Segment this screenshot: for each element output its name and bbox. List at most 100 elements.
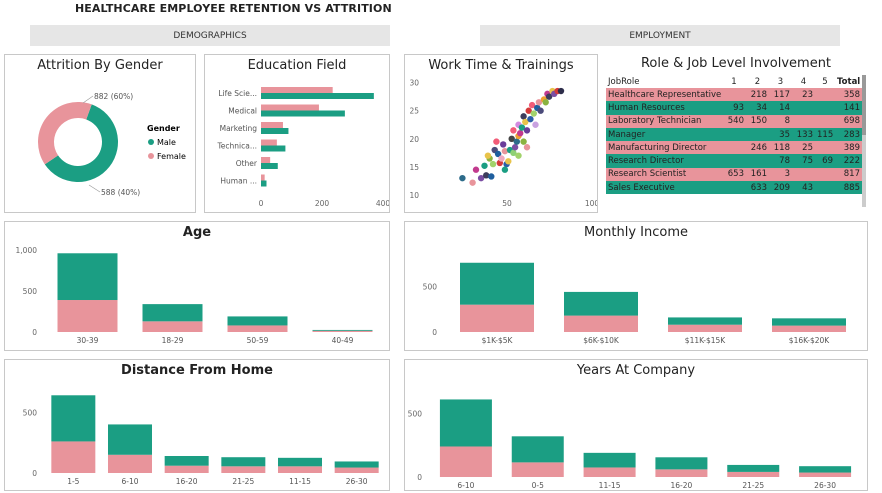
bar-segment-female[interactable]: [227, 325, 288, 332]
bar-segment-female[interactable]: [334, 467, 379, 473]
bar-segment-female[interactable]: [460, 304, 534, 332]
scatter-point[interactable]: [501, 147, 509, 155]
bar-segment-male[interactable]: [51, 395, 96, 442]
bar-segment-male[interactable]: [439, 399, 492, 447]
education-card[interactable]: Education Field Life Scie... Medical Marke…: [204, 54, 390, 213]
scatter-point[interactable]: [493, 138, 500, 145]
scatter-point[interactable]: [505, 158, 512, 165]
col-jobrole[interactable]: JobRole: [608, 76, 640, 87]
scatter-point[interactable]: [517, 129, 524, 137]
distance-chart[interactable]: 500 0 1-5 6-10 16-20 21-25 11-15 26-30: [5, 360, 390, 491]
scatter-point[interactable]: [545, 93, 553, 100]
distance-card[interactable]: Distance From Home 500 0 1-5 6-10 16-20 21-25…: [4, 359, 390, 491]
col-level-5[interactable]: 5: [822, 76, 828, 87]
col-level-1[interactable]: 1: [731, 76, 737, 87]
bar-segment-male[interactable]: [312, 329, 373, 331]
edu-bar-female[interactable]: [261, 139, 277, 146]
bar-segment-female[interactable]: [655, 469, 708, 477]
bar-segment-female[interactable]: [772, 325, 846, 332]
bar-segment-female[interactable]: [564, 315, 638, 332]
scatter-point[interactable]: [523, 144, 531, 151]
scatter-point[interactable]: [527, 115, 534, 123]
edu-bar-male[interactable]: [261, 180, 267, 187]
scatter-point[interactable]: [484, 152, 492, 159]
table-scroll-thumb[interactable]: [862, 75, 866, 135]
bar-segment-male[interactable]: [142, 304, 203, 322]
scatter-point[interactable]: [498, 155, 505, 162]
scatter-point[interactable]: [488, 173, 495, 180]
donut-slice-female[interactable]: [38, 102, 92, 165]
scatter-point[interactable]: [469, 179, 476, 186]
table-row[interactable]: Research Scientist 653 161 3 817: [606, 167, 862, 182]
scatter-point[interactable]: [522, 118, 529, 126]
scatter-point[interactable]: [510, 127, 517, 134]
scatter-point[interactable]: [481, 162, 488, 169]
table-row[interactable]: Healthcare Representative 218 117 23 358: [606, 88, 862, 102]
age-card[interactable]: Age 1,000 500 0 30-39 18-29 50-59 40-49: [4, 221, 390, 351]
table-row[interactable]: Manager 35 133 115 283: [606, 127, 862, 142]
role-table[interactable]: JobRole 1 2 3 4 5 Total Healthcare Repre…: [606, 75, 862, 195]
scatter-point[interactable]: [537, 107, 544, 114]
bar-segment-male[interactable]: [227, 316, 288, 326]
table-scrollbar[interactable]: [862, 75, 866, 207]
col-total[interactable]: Total: [837, 76, 861, 87]
edu-bar-female[interactable]: [261, 174, 265, 181]
bar-segment-female[interactable]: [799, 472, 852, 477]
scatter-point[interactable]: [510, 149, 517, 157]
scatter-point[interactable]: [500, 141, 507, 148]
scatter-point[interactable]: [483, 172, 490, 179]
bar-segment-female[interactable]: [727, 471, 780, 477]
bar-segment-male[interactable]: [164, 456, 209, 466]
education-chart[interactable]: Life Scie... Medical Marketing Technica... O…: [205, 55, 390, 213]
bar-segment-male[interactable]: [727, 464, 780, 472]
scatter-point[interactable]: [477, 174, 485, 182]
bar-segment-female[interactable]: [439, 446, 492, 477]
bar-segment-male[interactable]: [460, 262, 534, 305]
scatter-point[interactable]: [520, 138, 527, 145]
bar-segment-male[interactable]: [583, 452, 636, 468]
bar-segment-male[interactable]: [221, 457, 266, 467]
edu-bar-male[interactable]: [261, 145, 286, 152]
col-level-2[interactable]: 2: [754, 76, 761, 87]
gender-chart[interactable]: 882 (60%) 588 (40%) Gender Male Female: [5, 55, 196, 213]
scatter-point[interactable]: [535, 99, 543, 106]
col-level-4[interactable]: 4: [800, 76, 807, 87]
worktime-chart[interactable]: 10 15 20 25 30 50 100: [405, 55, 598, 213]
bar-segment-female[interactable]: [164, 465, 209, 473]
bar-segment-female[interactable]: [221, 466, 266, 473]
scatter-point[interactable]: [528, 101, 536, 109]
bar-segment-female[interactable]: [278, 466, 322, 473]
edu-bar-male[interactable]: [261, 128, 289, 134]
worktime-card[interactable]: Work Time & Trainings 10 15 20 25 30 50 100: [404, 54, 598, 213]
scatter-point[interactable]: [532, 121, 539, 128]
bar-segment-female[interactable]: [312, 330, 373, 332]
bar-segment-male[interactable]: [511, 436, 564, 463]
bar-segment-male[interactable]: [278, 457, 322, 467]
edu-bar-female[interactable]: [261, 157, 271, 163]
edu-bar-female[interactable]: [261, 104, 319, 111]
scatter-point[interactable]: [472, 166, 480, 173]
bar-segment-female[interactable]: [51, 441, 96, 473]
table-row[interactable]: Sales Executive 633 209 43 885: [606, 181, 862, 195]
gender-card[interactable]: Attrition By Gender 882 (60%) 588 (40%) …: [4, 54, 196, 213]
bar-segment-male[interactable]: [655, 457, 708, 470]
scatter-point[interactable]: [518, 124, 526, 131]
bar-segment-male[interactable]: [668, 317, 742, 325]
scatter-point[interactable]: [508, 135, 515, 143]
bar-segment-female[interactable]: [108, 454, 152, 473]
bar-segment-female[interactable]: [583, 467, 636, 477]
scatter-point[interactable]: [520, 113, 527, 120]
edu-bar-female[interactable]: [261, 122, 283, 128]
scatter-point[interactable]: [501, 166, 509, 173]
bar-segment-female[interactable]: [668, 324, 742, 332]
scatter-point[interactable]: [515, 152, 522, 159]
scatter-point[interactable]: [459, 174, 466, 182]
table-row[interactable]: Laboratory Technician 540 150 8 698: [606, 114, 862, 128]
scatter-point[interactable]: [530, 110, 537, 117]
years-chart[interactable]: 500 0 6-10 0-5 11-15 16-20 21-25 26-30: [405, 360, 868, 491]
scatter-point[interactable]: [494, 150, 502, 158]
table-row[interactable]: Human Resources 93 34 14 141: [606, 101, 862, 115]
income-card[interactable]: Monthly Income 500 0 $1K-$5K $6K-$10K $11K-$…: [404, 221, 868, 351]
table-row[interactable]: Research Director 78 75 69 222: [606, 154, 862, 168]
table-row[interactable]: Manufacturing Director 246 118 25 389: [606, 141, 862, 155]
